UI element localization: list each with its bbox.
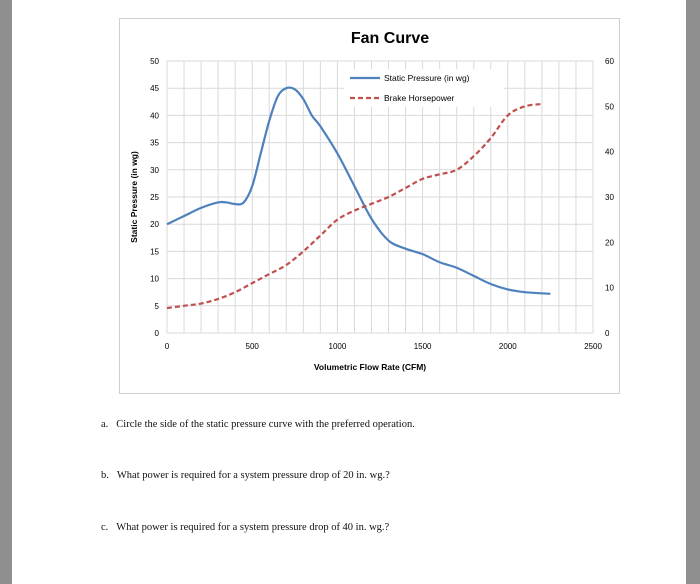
x-tick-label: 1000 [329, 342, 347, 351]
y-tick-label: 5 [155, 302, 160, 311]
y-tick-label: 40 [150, 111, 159, 120]
y-tick-label: 50 [150, 57, 159, 66]
legend-static-pressure-label: Static Pressure (in wg) [384, 73, 470, 83]
x-tick-label: 2500 [584, 342, 602, 351]
x-tick-label: 500 [246, 342, 260, 351]
x-tick-label: 2000 [499, 342, 517, 351]
question-b: b. What power is required for a system pr… [101, 470, 390, 481]
y2-tick-label: 20 [605, 238, 614, 247]
y-tick-label: 0 [155, 329, 160, 338]
question-c: c. What power is required for a system pr… [101, 522, 389, 533]
question-a: a. Circle the side of the static pressure… [101, 419, 415, 430]
chart-title: Fan Curve [351, 30, 429, 47]
y-tick-label: 10 [150, 275, 159, 284]
question-a-text: Circle the side of the static pressure c… [116, 419, 415, 430]
y2-tick-label: 0 [605, 329, 610, 338]
x-tick-label: 0 [165, 342, 170, 351]
question-a-letter: a. [101, 419, 109, 430]
y-tick-label: 30 [150, 166, 159, 175]
y2-tick-label: 10 [605, 284, 614, 293]
static-pressure-line [166, 86, 551, 295]
x-axis-label: Volumetric Flow Rate (CFM) [314, 362, 426, 372]
y-tick-label: 15 [150, 247, 159, 256]
y2-tick-label: 50 [605, 102, 614, 111]
question-c-text: What power is required for a system pres… [116, 522, 390, 533]
y2-tick-label: 40 [605, 148, 614, 157]
y2-tick-label: 60 [605, 57, 614, 66]
legend-brake-horsepower-label: Brake Horsepower [384, 93, 455, 103]
fan-curve-chart: Fan Curve 0 5 10 15 20 25 30 35 40 45 50 0 10 20 30 40 50… [119, 18, 620, 394]
brake-horsepower-line [166, 102, 543, 310]
x-tick-label: 1500 [414, 342, 432, 351]
question-c-letter: c. [101, 522, 109, 533]
question-b-letter: b. [101, 470, 109, 481]
y-tick-label: 20 [150, 220, 159, 229]
y-axis-label: Static Pressure (in wg) [129, 151, 139, 243]
worksheet-page: Fan Curve 0 5 10 15 20 25 30 35 40 45 50 0 10 20 30 40 50… [12, 0, 686, 584]
question-b-text: What power is required for a system pres… [116, 470, 390, 481]
y-tick-label: 25 [150, 193, 159, 202]
y-tick-label: 45 [150, 84, 159, 93]
legend-box [344, 69, 504, 107]
chart-svg: Fan Curve0510152025303540455001020304050… [129, 30, 614, 372]
y2-tick-label: 30 [605, 193, 614, 202]
y-tick-label: 35 [150, 139, 159, 148]
